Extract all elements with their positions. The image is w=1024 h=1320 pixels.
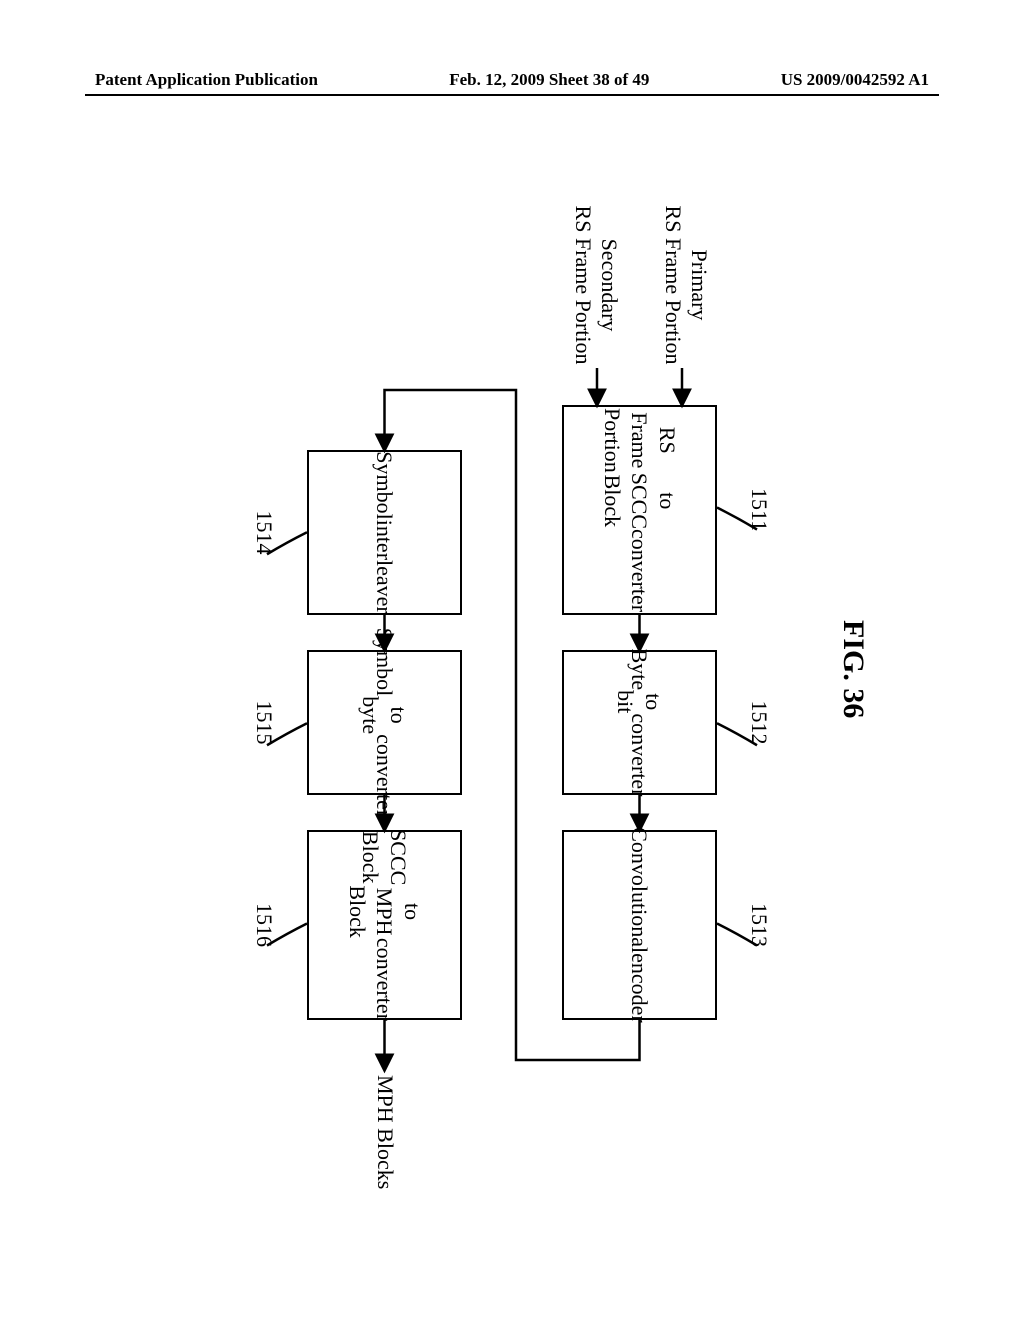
block-convolutional-encoder: Convolutionalencoder	[562, 830, 717, 1020]
input-primary-label: PrimaryRS Frame Portion	[659, 195, 712, 375]
header-center: Feb. 12, 2009 Sheet 38 of 49	[449, 70, 649, 90]
input-secondary-label: SecondaryRS Frame Portion	[569, 195, 622, 375]
header-left: Patent Application Publication	[95, 70, 318, 90]
refnum-1515: 1515	[251, 701, 277, 745]
block-symbol-interleaver: Symbolinterleaver	[307, 450, 462, 615]
refnum-1516: 1516	[251, 903, 277, 947]
refnum-1513: 1513	[746, 903, 772, 947]
refnum-1512: 1512	[746, 701, 772, 745]
header-rule	[85, 94, 939, 96]
refnum-1511: 1511	[746, 488, 772, 531]
figure-label: FIG. 36	[836, 620, 870, 718]
diagram-container: FIG. 36 PrimaryRS Frame Portion Secondar…	[132, 140, 892, 1240]
block-rs-to-sccc: RS Frame Portionto SCCC Blockconverter	[562, 405, 717, 615]
block-byte-to-bit: Byteto bitconverter	[562, 650, 717, 795]
page-header: Patent Application Publication Feb. 12, …	[0, 70, 1024, 90]
block-symbol-to-byte: Symbolto byteconverter	[307, 650, 462, 795]
header-right: US 2009/0042592 A1	[781, 70, 929, 90]
output-label: MPH Blocks	[372, 1075, 398, 1189]
refnum-1514: 1514	[251, 511, 277, 555]
diagram-wires	[132, 140, 892, 1240]
block-sccc-to-mph: SCCC Blockto MPH Blockconverter	[307, 830, 462, 1020]
